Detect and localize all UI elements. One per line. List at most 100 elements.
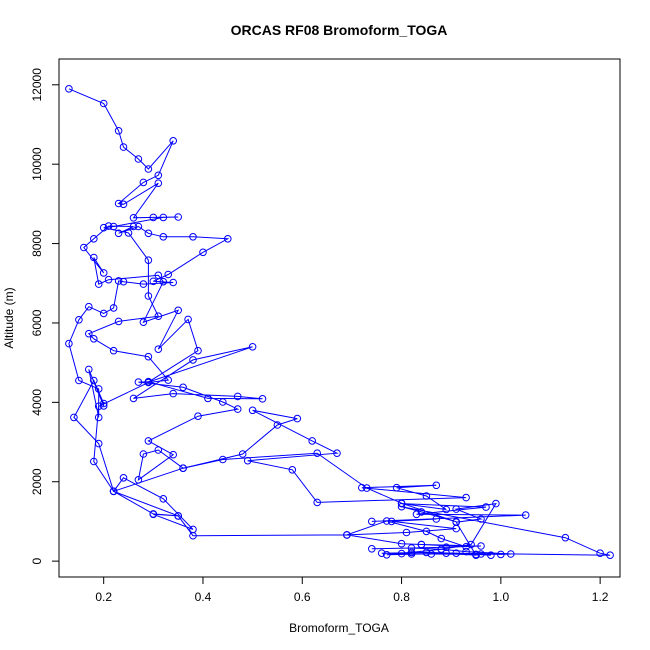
- data-point: [199, 248, 207, 257]
- data-point: [90, 457, 98, 466]
- data-point: [144, 352, 153, 361]
- data-point: [104, 222, 113, 230]
- data-point: [129, 394, 138, 403]
- data-point: [104, 275, 113, 284]
- series-line-1: [68, 225, 526, 556]
- data-point: [154, 345, 163, 354]
- data-point: [134, 378, 143, 386]
- data-point: [109, 346, 118, 355]
- data-point: [109, 487, 118, 496]
- data-point: [467, 540, 475, 549]
- data-point: [144, 437, 153, 445]
- data-point: [144, 165, 153, 173]
- data-point: [144, 378, 153, 387]
- data-point: [114, 317, 123, 326]
- data-point: [313, 449, 322, 458]
- series-line-2: [68, 88, 611, 556]
- data-point: [174, 512, 182, 520]
- data-point: [397, 502, 406, 511]
- data-point: [189, 356, 197, 364]
- data-point: [417, 540, 426, 549]
- x-tick-label: 1.2: [592, 590, 609, 604]
- data-point: [124, 229, 133, 237]
- data-point: [422, 548, 431, 557]
- data-point: [154, 171, 163, 180]
- data-point: [90, 253, 98, 262]
- data-point: [452, 518, 461, 527]
- data-point: [159, 233, 168, 241]
- x-tick-label: 0.6: [294, 590, 311, 604]
- data-point: [189, 531, 197, 540]
- data-point: [139, 450, 148, 458]
- data-point: [482, 503, 490, 511]
- data-point: [169, 389, 177, 398]
- data-point: [477, 542, 485, 550]
- data-point: [452, 505, 461, 513]
- x-tick-label: 0.4: [195, 590, 212, 604]
- data-point: [368, 517, 376, 526]
- data-point: [561, 533, 570, 542]
- data-point: [144, 256, 153, 265]
- data-point: [164, 270, 172, 279]
- data-point: [437, 545, 446, 554]
- data-point: [134, 222, 143, 231]
- data-point: [75, 316, 83, 324]
- data-point: [442, 549, 451, 558]
- data-point: [149, 510, 158, 519]
- data-point: [94, 280, 103, 288]
- data-point: [258, 395, 267, 403]
- data-point: [99, 309, 108, 318]
- data-point: [219, 455, 227, 464]
- data-point: [139, 318, 148, 327]
- x-axis: 0.2 0.4 0.6 0.8 1.0 1.2: [95, 576, 609, 604]
- data-point: [248, 343, 257, 351]
- data-point: [119, 143, 128, 151]
- data-point: [119, 200, 128, 209]
- data-point: [233, 405, 242, 413]
- y-tick-label: 2000: [30, 468, 44, 495]
- data-point: [154, 446, 163, 454]
- data-point: [109, 304, 118, 312]
- data-point: [194, 346, 202, 355]
- data-point: [308, 437, 317, 445]
- data-point: [462, 493, 470, 502]
- data-point: [144, 229, 153, 238]
- data-point: [387, 517, 396, 526]
- data-point: [159, 213, 168, 222]
- data-point: [149, 277, 158, 286]
- data-point: [606, 551, 614, 560]
- y-tick-label: 10000: [30, 147, 44, 181]
- data-point: [109, 222, 118, 231]
- data-point: [492, 499, 500, 508]
- data-point: [333, 449, 341, 458]
- data-point: [154, 271, 163, 280]
- data-point: [85, 329, 93, 338]
- data-point: [169, 450, 177, 459]
- x-axis-label: Bromoform_TOGA: [289, 621, 389, 635]
- y-tick-label: 0: [30, 557, 44, 564]
- data-point: [233, 392, 242, 401]
- data-point: [432, 481, 441, 490]
- data-point: [442, 543, 451, 552]
- data-point: [407, 550, 416, 558]
- data-point: [596, 549, 604, 558]
- data-point: [392, 483, 401, 492]
- data-point: [288, 466, 297, 474]
- data-point: [94, 413, 103, 422]
- data-point: [65, 339, 73, 348]
- data-point: [437, 534, 446, 543]
- data-point: [114, 199, 123, 208]
- data-point: [422, 492, 431, 500]
- data-point: [397, 499, 406, 508]
- data-point: [139, 178, 148, 187]
- data-point: [442, 505, 451, 514]
- data-point: [99, 223, 108, 232]
- data-point: [462, 543, 470, 551]
- data-point: [179, 464, 187, 473]
- data-point: [129, 214, 138, 222]
- data-point: [169, 137, 177, 145]
- chart-title: ORCAS RF08 Bromoform_TOGA: [231, 22, 448, 38]
- data-point: [119, 474, 128, 482]
- x-tick-label: 0.2: [95, 590, 112, 604]
